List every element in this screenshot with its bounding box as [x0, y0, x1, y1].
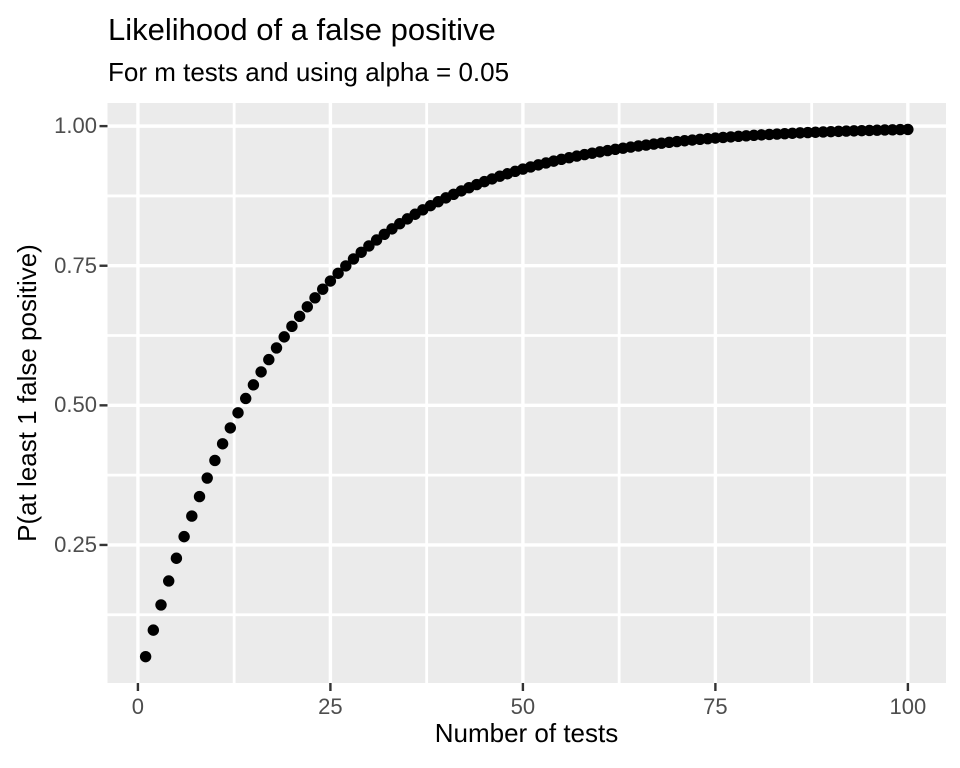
data-point [193, 490, 206, 503]
data-point [309, 292, 321, 304]
data-point [902, 123, 914, 136]
data-point [232, 407, 244, 419]
data-point [332, 267, 344, 279]
chart-title: Likelihood of a false positive [108, 12, 496, 47]
data-point [270, 342, 283, 354]
data-point [286, 320, 298, 333]
x-tick-label: 50 [510, 694, 536, 719]
y-tick-label: 0.25 [54, 531, 97, 557]
x-tick-label: 100 [889, 694, 927, 719]
y-axis-title: P(at least 1 false positive) [12, 244, 42, 542]
chart-subtitle: For m tests and using alpha = 0.05 [108, 57, 510, 87]
y-tick-label: 1.00 [54, 113, 97, 139]
data-point [139, 650, 152, 663]
data-point [340, 260, 352, 272]
data-point [263, 353, 275, 366]
data-point [363, 240, 375, 252]
data-point [155, 599, 167, 611]
data-point [293, 310, 306, 323]
data-point [170, 552, 183, 564]
data-point [255, 366, 267, 378]
data-point [324, 275, 337, 287]
x-axis-title: Number of tests [434, 718, 619, 748]
y-tick-label: 0.75 [54, 252, 97, 278]
data-point [301, 301, 314, 313]
data-point [163, 575, 175, 587]
data-point [224, 422, 237, 434]
data-point [278, 331, 290, 343]
data-point [216, 438, 229, 450]
x-tick-label: 25 [318, 694, 343, 719]
data-point [178, 530, 190, 543]
data-point [147, 624, 160, 636]
data-point [355, 246, 367, 258]
x-tick-label: 0 [131, 694, 145, 719]
data-point [186, 510, 198, 522]
data-point [209, 454, 221, 467]
data-point [347, 253, 360, 265]
data-point [240, 392, 252, 405]
data-point [247, 379, 260, 391]
data-point [317, 283, 329, 295]
y-tick-label: 0.50 [54, 392, 97, 418]
x-tick-label: 75 [703, 694, 728, 719]
data-point [201, 472, 213, 484]
